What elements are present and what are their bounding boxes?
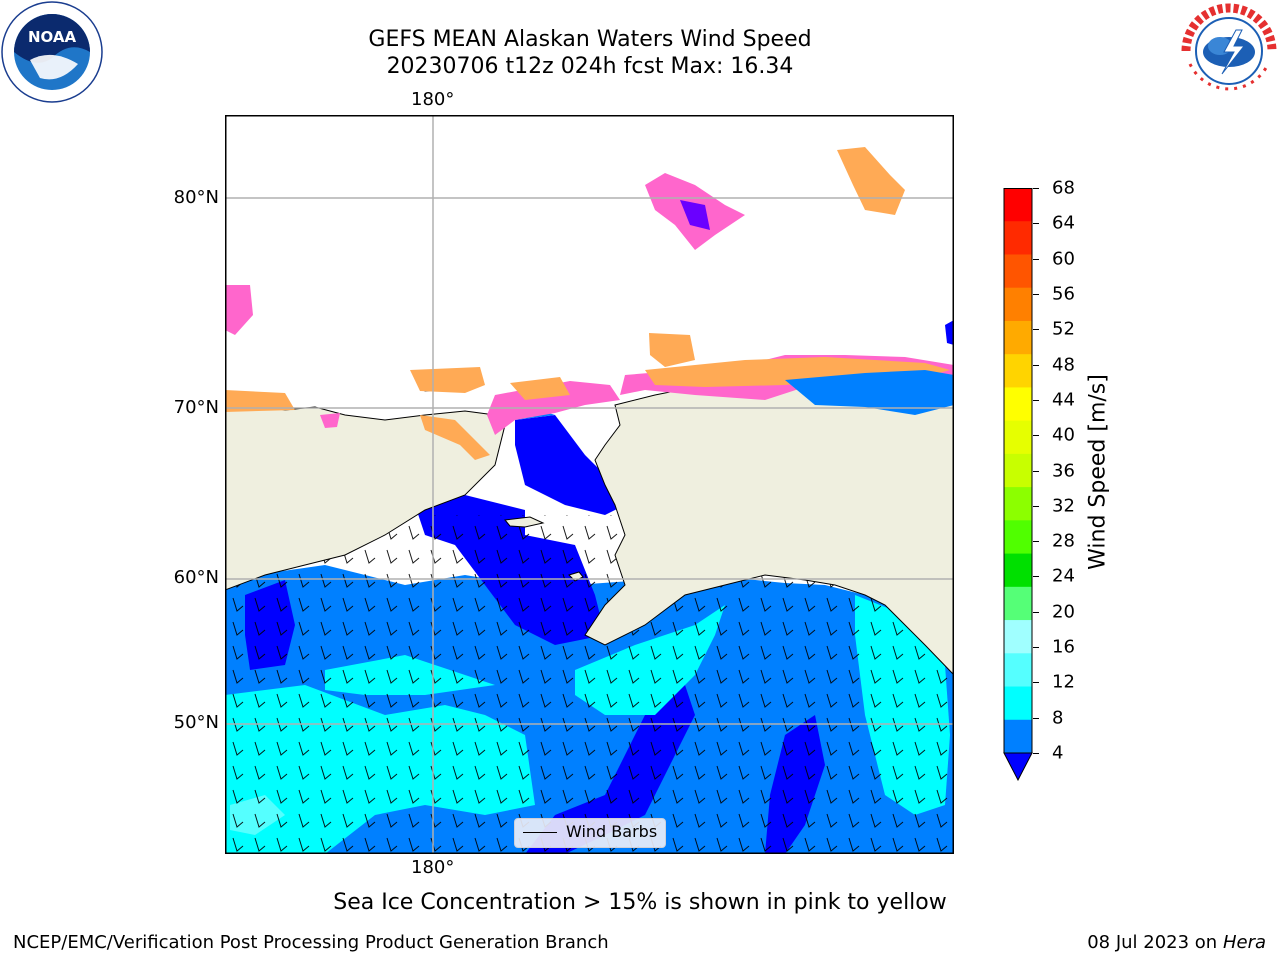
footer-date: 08 Jul 2023 on Hera — [1087, 932, 1266, 953]
colorbar-tick-mark — [1033, 470, 1039, 472]
colorbar-label: Wind Speed [m/s] — [1085, 374, 1111, 570]
legend-label: Wind Barbs — [566, 822, 658, 841]
lat-label-70: 70°N — [173, 397, 219, 418]
colorbar-under-triangle — [1003, 752, 1033, 781]
footer-credit: NCEP/EMC/Verification Post Processing Pr… — [13, 932, 609, 953]
colorbar-tick-mark — [1033, 293, 1039, 295]
colorbar-tick-mark — [1033, 541, 1039, 543]
colorbar-tick-label: 68 — [1052, 177, 1075, 199]
colorbar-tick-mark — [1033, 258, 1039, 260]
nws-logo-icon — [1181, 3, 1277, 99]
map-title: GEFS MEAN Alaskan Waters Wind Speed — [368, 27, 812, 52]
colorbar-tick-mark — [1033, 611, 1039, 613]
colorbar-tick-label: 56 — [1052, 283, 1075, 305]
wind-speed-colorbar — [1003, 188, 1033, 781]
lat-label-80: 80°N — [173, 187, 219, 208]
colorbar-segment — [1004, 254, 1032, 289]
colorbar-tick-mark — [1033, 682, 1039, 684]
footer-host: Hera — [1222, 932, 1266, 953]
colorbar-tick-label: 28 — [1052, 530, 1075, 552]
colorbar-tick-label: 60 — [1052, 248, 1075, 270]
colorbar-segment — [1004, 320, 1032, 355]
colorbar-outline — [1003, 188, 1033, 754]
colorbar-segment — [1004, 653, 1032, 688]
colorbar-tick-label: 12 — [1052, 671, 1075, 693]
colorbar-tick-label: 36 — [1052, 460, 1075, 481]
colorbar-tick-label: 32 — [1052, 495, 1075, 517]
colorbar-segment — [1004, 719, 1032, 754]
colorbar-segment — [1004, 487, 1032, 521]
colorbar-segment — [1004, 287, 1032, 322]
colorbar-tick-label: 52 — [1052, 318, 1075, 340]
colorbar-segment — [1004, 188, 1032, 222]
colorbar-segment — [1004, 553, 1032, 588]
land-st-lawrence-island — [504, 516, 545, 528]
map-gridlines — [225, 115, 954, 854]
wind-speed-map — [225, 115, 954, 854]
colorbar-segment — [1004, 686, 1032, 721]
colorbar-tick-mark — [1033, 576, 1039, 578]
colorbar-tick-mark — [1033, 188, 1039, 189]
colorbar-tick-mark — [1033, 435, 1039, 437]
colorbar-tick-label: 48 — [1052, 354, 1075, 376]
noaa-logo-text: NOAA — [28, 28, 77, 46]
colorbar-tick-mark — [1033, 505, 1039, 507]
colorbar-segment — [1004, 586, 1032, 621]
colorbar-tick-mark — [1033, 223, 1039, 225]
colorbar-segment — [1004, 354, 1032, 388]
colorbar-tick-label: 64 — [1052, 212, 1075, 234]
colorbar-tick-mark — [1033, 753, 1039, 754]
colorbar-tick-mark — [1033, 364, 1039, 366]
lon-label-bottom: 180° — [411, 857, 455, 878]
colorbar-tick-mark — [1033, 717, 1039, 719]
colorbar-tick-mark — [1033, 329, 1039, 331]
noaa-logo-icon: NOAA — [1, 1, 103, 103]
lon-label-top: 180° — [411, 89, 455, 110]
colorbar-tick-label: 16 — [1052, 636, 1075, 658]
colorbar-tick-label: 40 — [1052, 424, 1075, 446]
colorbar-tick-label: 24 — [1052, 565, 1075, 587]
colorbar-tick-label: 8 — [1052, 707, 1064, 729]
lat-label-60: 60°N — [173, 567, 219, 588]
sea-ice-note: Sea Ice Concentration > 15% is shown in … — [333, 890, 947, 915]
colorbar-segment — [1004, 420, 1032, 455]
colorbar-tick-label: 4 — [1052, 742, 1064, 764]
colorbar-tick-mark — [1033, 399, 1039, 401]
wind-barb-legend-line — [523, 832, 557, 833]
low-wind-chukchi — [515, 415, 625, 515]
colorbar-segment — [1004, 221, 1032, 255]
colorbar-segment — [1004, 387, 1032, 422]
colorbar-tick-label: 20 — [1052, 601, 1075, 623]
colorbar-tick-mark — [1033, 647, 1039, 649]
colorbar-segment — [1004, 620, 1032, 654]
map-subtitle: 20230706 t12z 024h fcst Max: 16.34 — [386, 54, 794, 79]
lat-label-50: 50°N — [173, 712, 219, 733]
colorbar-segment — [1004, 520, 1032, 555]
colorbar-tick-label: 44 — [1052, 389, 1075, 411]
footer-date-text: 08 Jul 2023 on — [1087, 932, 1223, 953]
colorbar-segment — [1004, 453, 1032, 488]
map-legend: Wind Barbs — [514, 818, 666, 848]
